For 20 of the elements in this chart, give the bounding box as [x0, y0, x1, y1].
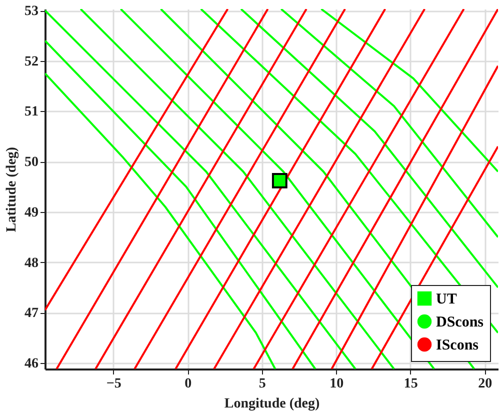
x-tick-label: 10: [330, 376, 344, 392]
x-tick-label: 20: [478, 376, 492, 392]
line-series: [45, 72, 276, 369]
y-tick-label: 48: [24, 256, 38, 271]
y-tick-label: 52: [24, 54, 38, 70]
y-tick-label: 53: [24, 4, 38, 20]
y-tick-label: 47: [24, 306, 38, 322]
y-tick-label: 51: [24, 104, 38, 120]
legend-label: IScons: [436, 338, 479, 354]
x-axis-title: Longitude (deg): [224, 396, 320, 412]
x-tick-label: 15: [404, 376, 418, 392]
legend-label: DScons: [436, 314, 484, 330]
x-tick-label: −5: [106, 376, 122, 392]
x-tick-label: 0: [184, 376, 192, 392]
y-tick-label: 46: [24, 356, 38, 372]
legend-label: UT: [436, 292, 457, 308]
y-axis-title: Latitude (deg): [4, 146, 20, 232]
y-tick-label: 49: [24, 205, 38, 220]
x-tick-label: 5: [258, 376, 266, 392]
y-tick-label: 50: [24, 155, 38, 170]
